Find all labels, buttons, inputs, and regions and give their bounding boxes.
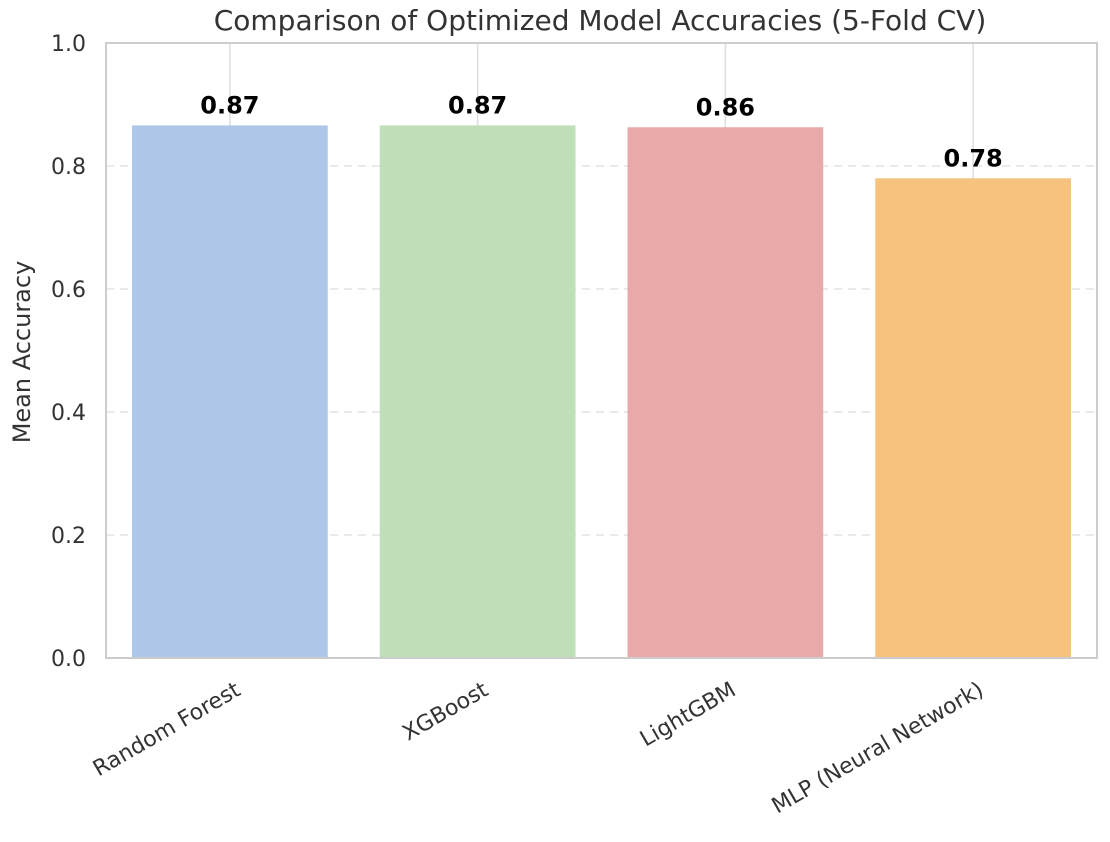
y-tick-label: 0.4 bbox=[51, 401, 86, 426]
y-axis-ticks: 0.0 0.2 0.4 0.6 0.8 1.0 bbox=[51, 32, 86, 672]
bar bbox=[379, 125, 576, 658]
x-category-label: LightGBM bbox=[636, 678, 740, 753]
chart-title: Comparison of Optimized Model Accuracies… bbox=[214, 4, 987, 37]
x-category-label: MLP (Neural Network) bbox=[768, 678, 988, 820]
y-tick-label: 0.2 bbox=[51, 524, 86, 549]
x-category-label: Random Forest bbox=[89, 677, 245, 782]
x-category-label: XGBoost bbox=[399, 677, 493, 746]
value-labels: 0.87 0.87 0.86 0.78 bbox=[200, 91, 1002, 172]
bar-value-label: 0.87 bbox=[448, 91, 507, 119]
bar-value-label: 0.86 bbox=[696, 93, 755, 121]
bars bbox=[132, 125, 1071, 659]
y-tick-label: 0.0 bbox=[51, 647, 86, 672]
plot-frame bbox=[105, 42, 1098, 659]
x-axis-categories: Random Forest XGBoost LightGBM MLP (Neural … bbox=[89, 677, 988, 819]
bar-value-label: 0.87 bbox=[200, 91, 259, 119]
bar bbox=[875, 178, 1071, 659]
y-tick-label: 0.6 bbox=[51, 278, 86, 303]
y-axis-label: Mean Accuracy bbox=[8, 261, 36, 444]
bar-value-label: 0.78 bbox=[944, 144, 1003, 172]
y-tick-label: 0.8 bbox=[51, 155, 86, 180]
bar bbox=[627, 127, 824, 658]
y-tick-label: 1.0 bbox=[51, 32, 86, 57]
bar bbox=[132, 125, 328, 658]
